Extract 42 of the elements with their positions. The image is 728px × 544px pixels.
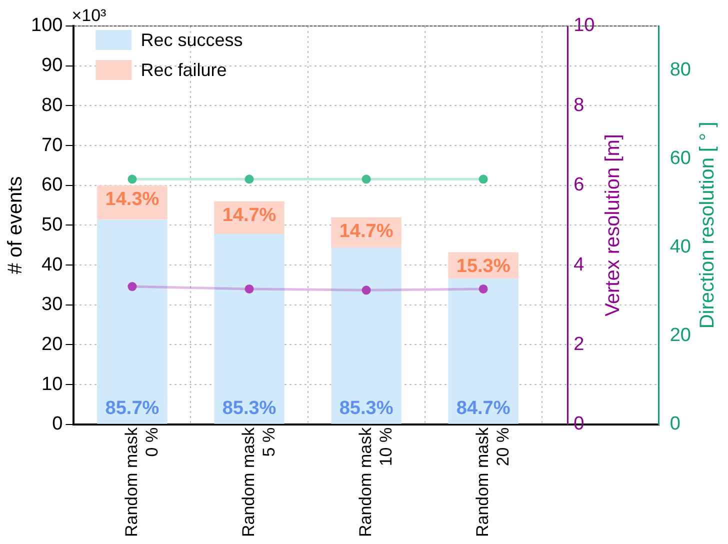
annotation: 84.7% <box>456 398 510 420</box>
y-tick-label: 0 <box>52 414 63 435</box>
y3-tick-label: 40 <box>670 236 692 258</box>
y2-tick-label: 6 <box>574 174 584 196</box>
annotation: 14.7% <box>339 220 394 242</box>
y3-tick-label: 60 <box>670 148 692 170</box>
y-tick-label: 70 <box>42 134 63 156</box>
y-tick-label: 30 <box>42 294 63 316</box>
y-tick-label: 40 <box>42 254 63 276</box>
legend-label: Rec success <box>140 30 243 50</box>
y3-tick-label: 80 <box>670 60 692 80</box>
y-tick-label: 20 <box>42 334 63 355</box>
x-tick-label: Random mask 0 % <box>122 426 162 538</box>
y-tick-label: 90 <box>42 55 63 76</box>
bar <box>97 220 168 424</box>
bar <box>214 234 284 424</box>
y2-tick-label: 2 <box>574 334 584 355</box>
annotation: 14.7% <box>222 205 276 226</box>
y3-axis-title: Direction resolution [ ° ] <box>696 122 719 329</box>
annotation: 85.7% <box>105 398 160 420</box>
y-tick-label: 100 <box>31 15 63 36</box>
bar <box>448 278 518 424</box>
y-tick-label: 50 <box>42 214 63 236</box>
annotation: 85.3% <box>222 398 276 420</box>
bar <box>331 248 402 424</box>
y-tick-label: 80 <box>42 94 63 116</box>
text: ×10³ <box>72 6 107 26</box>
y3-tick-label: 20 <box>670 325 692 346</box>
y2-tick-label: 8 <box>574 94 584 116</box>
annotation: 14.3% <box>105 189 160 210</box>
y-axis-title: # of events <box>4 176 27 274</box>
legend-label: Rec failure <box>140 60 227 80</box>
annotation: 15.3% <box>456 256 510 278</box>
y-tick-label: 60 <box>42 174 63 196</box>
x-tick-label: Random mask 5 % <box>238 426 278 538</box>
annotation: 85.3% <box>339 398 394 420</box>
y2-tick-label: 4 <box>574 254 585 276</box>
x-tick-label: Random mask 10 % <box>356 426 396 538</box>
y2-axis-title: Vertex resolution [m] <box>602 134 624 316</box>
y3-tick-label: 0 <box>670 414 680 435</box>
x-tick-label: Random mask 20 % <box>473 426 512 538</box>
y-tick-label: 10 <box>42 374 63 395</box>
